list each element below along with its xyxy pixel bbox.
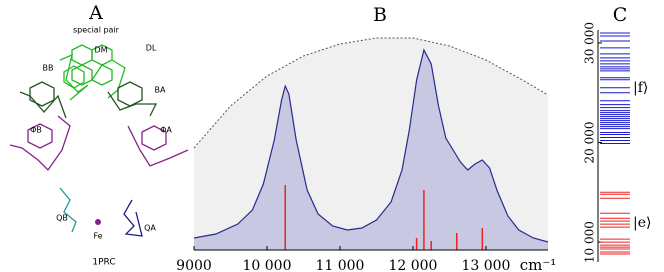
subtitle: special pair bbox=[73, 26, 120, 35]
x-tick-label: 10 000 bbox=[242, 258, 291, 272]
spectrum-area bbox=[194, 50, 548, 250]
pigment-label: BA bbox=[155, 86, 166, 95]
series-label: |e⟩ bbox=[633, 215, 651, 231]
molecule-sketch bbox=[9, 44, 189, 237]
pigment-label: DM bbox=[94, 46, 107, 55]
y-tick-label: 10 000 bbox=[583, 221, 597, 263]
x-tick-label: 11 000 bbox=[315, 258, 364, 272]
series-label: |f⟩ bbox=[633, 80, 648, 96]
pigment-label: QA bbox=[144, 224, 156, 233]
pigment-label: DL bbox=[146, 44, 157, 53]
x-tick-label: 12 000 bbox=[388, 258, 437, 272]
x-tick-label: 9000 bbox=[176, 258, 212, 272]
pigment-label: ΦB bbox=[30, 126, 42, 135]
panel-title: C bbox=[613, 4, 628, 26]
pigment-label: BB bbox=[43, 64, 54, 73]
pigment-label: Fe bbox=[93, 232, 102, 241]
pigment-label: QB bbox=[56, 214, 68, 223]
panel-title: B bbox=[373, 4, 387, 26]
panel-label: A bbox=[88, 2, 103, 24]
y-tick-label: 20 000 bbox=[583, 122, 597, 164]
x-tick-label: 13 000 bbox=[461, 258, 510, 272]
spectrum-line bbox=[193, 48, 549, 243]
caption: 1PRC bbox=[92, 258, 115, 268]
y-tick-label: 30 000 bbox=[583, 22, 597, 64]
pigment-label: ΦA bbox=[160, 126, 172, 135]
x-label: cm⁻¹ bbox=[520, 256, 557, 272]
